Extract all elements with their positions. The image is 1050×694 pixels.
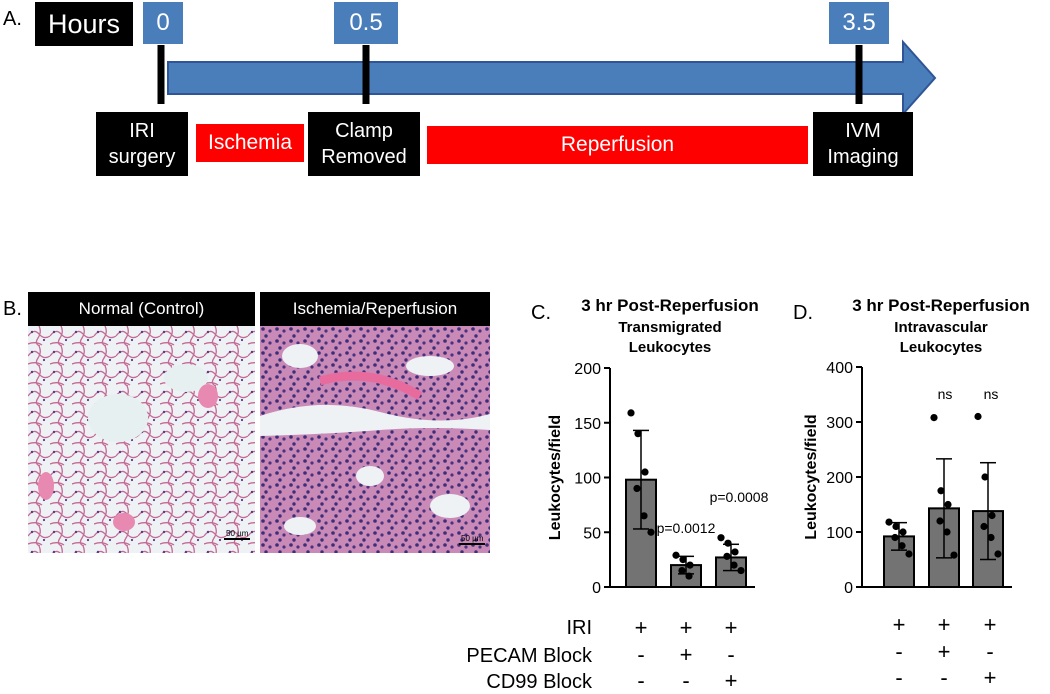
time-mark-3-5: 3.5 [829,2,889,44]
chart-c-ytick-label-2: 100 [574,471,601,488]
event-iri-surgery: IRI surgery [96,112,188,176]
c-iri-1: + [631,615,651,641]
chart-c-ytick-label-1: 50 [583,525,601,542]
chart-c-point-0-3 [633,485,640,492]
time-mark-0: 0 [143,2,183,44]
c-cd99-2: - [676,668,696,694]
d-pecam-1: - [889,639,909,665]
chart-c-annotation-2: p=0.0008 [710,489,769,505]
chart-d-point-0-4 [898,542,905,549]
chart-d-annotation-2: ns [984,386,999,402]
chart-c-point-1-1 [679,556,686,563]
row-label-pecam: PECAM Block [400,645,592,668]
chart-d-ytick-label-0: 0 [844,580,853,597]
d-cd99-2: - [934,665,954,691]
chart-d-point-2-3 [980,523,987,530]
chart-d-ytick-label-2: 200 [826,470,853,487]
chart-c-point-1-2 [686,562,693,569]
c-pecam-3: - [721,642,741,668]
d-iri-3: + [980,612,1000,638]
chart-c-point-0-4 [640,512,647,519]
chart-d-subtitle-1: Intravascular [834,318,1048,338]
scale-bar-ir: 50 µm [461,534,484,543]
d-pecam-3: - [980,639,1000,665]
chart-c: 0 50 100 150 200 p=0.0012 p=0.0008 Leukocytes/f… [540,355,780,610]
d-iri-2: + [934,612,954,638]
chart-c-point-2-2 [731,548,738,555]
chart-d-point-1-2 [944,501,951,508]
scale-bar-normal: 50 µm [226,529,249,538]
chart-c-point-0-2 [641,468,648,475]
d-iri-1: + [889,612,909,638]
histology-title-normal: Normal (Control) [28,292,255,326]
chart-d-ytick-label-1: 100 [826,525,853,542]
histology-image-normal: 50 µm [28,326,255,553]
chart-c-point-2-5 [737,567,744,574]
chart-c-point-2-4 [730,562,737,569]
chart-d-ylabel: Leukocytes/field [803,414,820,539]
histology-title-ir: Ischemia/Reperfusion [260,292,490,326]
chart-d-point-1-4 [943,528,950,535]
chart-c-point-0-0 [627,409,634,416]
chart-c-point-2-0 [717,534,724,541]
chart-d-point-0-0 [885,519,892,526]
chart-d-point-2-5 [994,550,1001,557]
chart-c-subtitle-1: Transmigrated [552,318,788,338]
chart-c-ytick-label-3: 150 [574,416,601,433]
d-cd99-1: - [889,665,909,691]
time-mark-0-5: 0.5 [334,2,398,44]
chart-c-point-2-3 [723,553,730,560]
phase-ischemia: Ischemia [196,124,304,162]
d-cd99-3: + [980,665,1000,691]
panel-d-letter: D. [793,302,813,325]
chart-c-point-1-4 [685,572,692,579]
chart-d: 0 100 200 300 400 ns ns Leukocytes/field [802,355,1048,610]
chart-d-point-2-2 [988,512,995,519]
chart-d-point-2-0 [974,413,981,420]
timeline-arrow [168,42,935,114]
chart-c-title: 3 hr Post-Reperfusion [552,295,788,316]
chart-c-ylabel: Leukocytes/field [547,415,564,540]
chart-d-point-0-2 [899,528,906,535]
chart-d-point-2-4 [987,534,994,541]
c-cd99-1: - [631,668,651,694]
panel-c-letter: C. [531,302,551,325]
c-pecam-2: + [676,642,696,668]
c-pecam-1: - [631,642,651,668]
histology-image-ir: 50 µm [260,326,490,553]
row-label-cd99: CD99 Block [400,671,592,694]
chart-c-ytick-label-0: 0 [592,580,601,597]
panel-b-letter: B. [3,298,22,321]
row-label-iri: IRI [440,617,592,640]
chart-d-point-1-1 [937,487,944,494]
event-ivm-imaging: IVM Imaging [813,112,913,176]
chart-c-point-0-5 [647,529,654,536]
chart-c-annotation-1: p=0.0012 [657,520,716,536]
c-iri-2: + [676,615,696,641]
chart-d-ytick-label-3: 300 [826,415,853,432]
chart-d-point-2-1 [981,473,988,480]
chart-d-ytick-label-4: 400 [826,360,853,377]
d-pecam-2: + [934,639,954,665]
chart-c-ytick-label-4: 200 [574,361,601,378]
chart-d-point-1-5 [950,552,957,559]
chart-c-point-1-0 [672,552,679,559]
c-iri-3: + [721,615,741,641]
phase-reperfusion: Reperfusion [427,126,808,164]
event-clamp-removed: Clamp Removed [308,112,420,176]
chart-c-point-1-3 [678,567,685,574]
chart-d-point-0-5 [905,550,912,557]
chart-c-point-2-1 [724,540,731,547]
chart-d-title: 3 hr Post-Reperfusion [834,295,1048,316]
chart-d-point-1-0 [930,414,937,421]
chart-d-point-0-3 [891,534,898,541]
c-cd99-3: + [721,668,741,694]
chart-d-annotation-1: ns [938,386,953,402]
chart-d-point-1-3 [936,517,943,524]
chart-d-point-0-1 [892,523,899,530]
chart-c-point-0-1 [634,430,641,437]
